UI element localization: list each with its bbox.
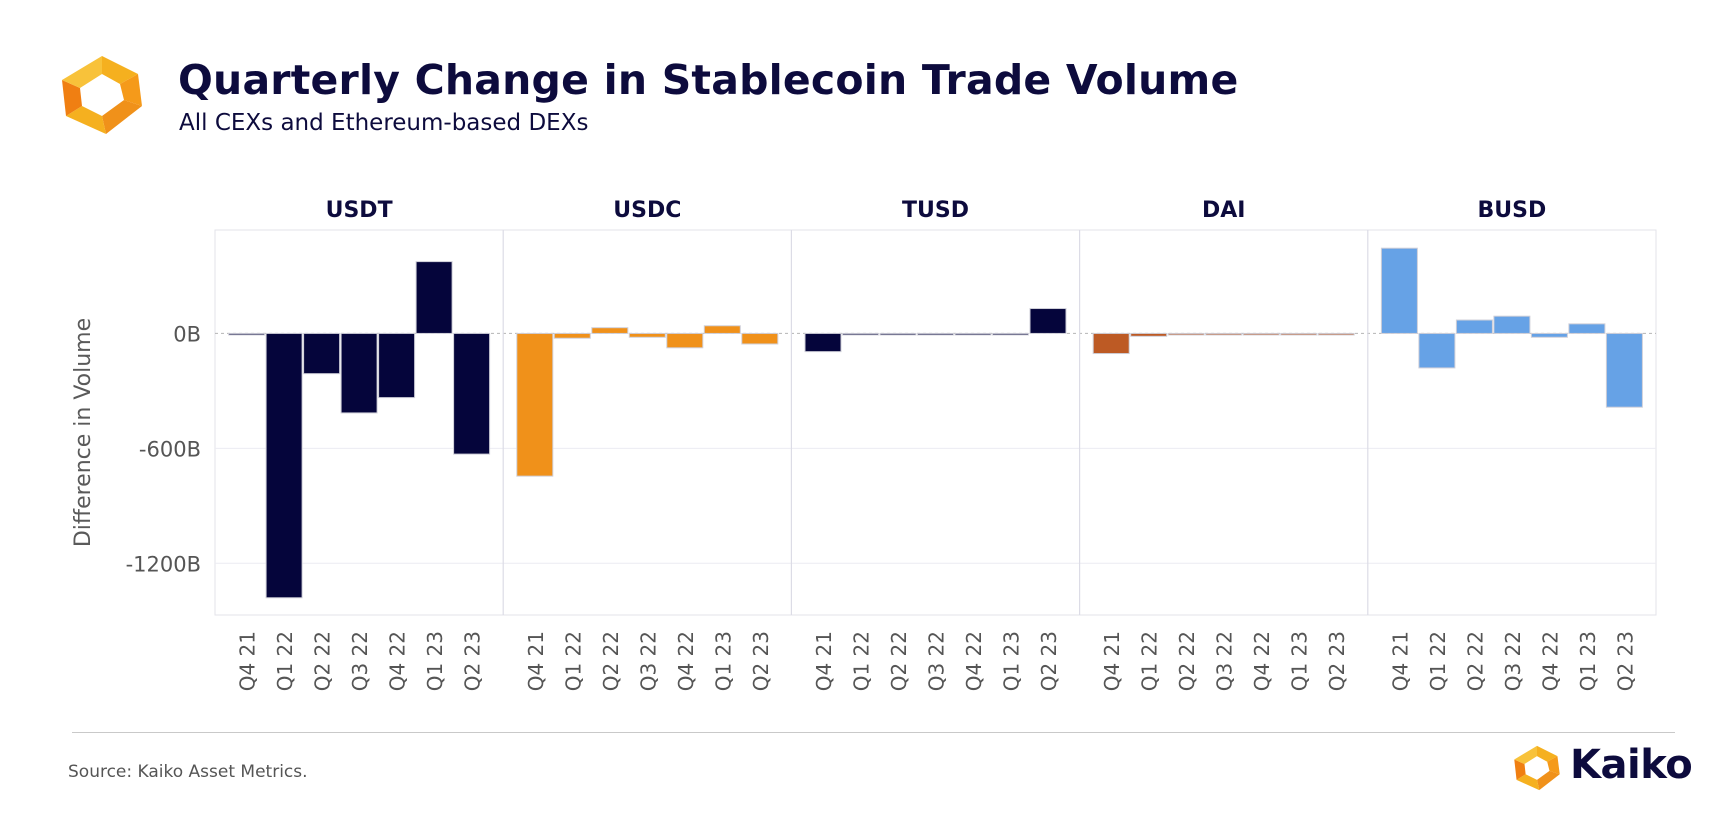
x-tick-label: Q1 23 (1576, 631, 1600, 691)
bar-tusd-q1-22 (842, 332, 879, 336)
panel-title-usdc: USDC (613, 198, 681, 223)
bar-busd-q4-21 (1380, 247, 1418, 334)
kaiko-brand: Kaiko (1510, 742, 1693, 794)
x-tick-label: Q2 22 (1175, 631, 1199, 691)
bar-usdt-q2-22 (303, 332, 341, 375)
x-tick-label: Q4 21 (524, 631, 548, 691)
x-tick-label: Q2 22 (887, 631, 911, 691)
x-tick-label: Q4 21 (812, 631, 836, 691)
x-tick-label: Q4 21 (236, 631, 260, 691)
bar-dai-q2-23 (1317, 332, 1355, 336)
bar-usdt-q4-22 (378, 332, 416, 399)
kaiko-brand-icon (1514, 745, 1560, 791)
x-tick-label: Q2 22 (599, 631, 623, 691)
bar-usdc-q2-22 (591, 327, 629, 334)
bar-tusd-q4-22 (954, 332, 992, 336)
bar-usdc-q1-22 (553, 332, 591, 339)
chart-subtitle: All CEXs and Ethereum-based DEXs (179, 110, 589, 136)
y-tick-label: 0B (173, 322, 201, 346)
x-tick-label: Q3 22 (1213, 631, 1237, 691)
bar-usdt-q1-22 (265, 332, 303, 599)
bar-busd-q2-23 (1605, 332, 1643, 408)
bar-tusd-q2-22 (879, 332, 917, 336)
x-tick-label: Q2 23 (1613, 631, 1637, 691)
y-axis-label: Difference in Volume (71, 318, 96, 547)
y-tick-label: -1200B (126, 552, 201, 576)
bar-usdt-q1-23 (415, 261, 453, 334)
x-tick-label: Q1 23 (711, 631, 735, 691)
bar-usdc-q3-22 (628, 332, 666, 338)
source-note: Source: Kaiko Asset Metrics. (68, 762, 308, 782)
bar-busd-q1-22 (1418, 332, 1456, 369)
x-tick-label: Q4 21 (1388, 631, 1412, 691)
x-tick-label: Q2 23 (749, 631, 773, 691)
bar-usdc-q1-23 (703, 325, 741, 334)
x-tick-label: Q1 22 (1426, 631, 1450, 691)
x-tick-label: Q4 22 (1250, 631, 1274, 691)
bar-tusd-q2-23 (1029, 308, 1067, 334)
panel-title-tusd: TUSD (902, 198, 969, 223)
x-tick-label: Q3 22 (636, 631, 660, 691)
x-tick-label: Q1 22 (850, 631, 874, 691)
bar-usdt-q3-22 (340, 332, 378, 414)
bar-usdc-q4-21 (516, 332, 554, 477)
bar-tusd-q1-23 (992, 332, 1029, 336)
x-tick-label: Q2 23 (461, 631, 485, 691)
x-tick-label: Q1 23 (1000, 631, 1024, 691)
x-tick-label: Q4 21 (1100, 631, 1124, 691)
x-tick-label: Q4 22 (386, 631, 410, 691)
bar-usdc-q2-23 (741, 332, 779, 345)
bar-busd-q3-22 (1493, 315, 1531, 334)
bar-dai-q4-22 (1242, 332, 1280, 336)
x-tick-label: Q1 22 (273, 631, 297, 691)
bar-tusd-q4-21 (804, 332, 842, 353)
x-tick-label: Q2 23 (1325, 631, 1349, 691)
x-tick-label: Q1 23 (1288, 631, 1312, 691)
bar-usdt-q4-21 (228, 332, 266, 336)
bar-busd-q2-22 (1455, 319, 1493, 334)
bar-dai-q1-23 (1280, 332, 1318, 336)
x-tick-label: Q4 22 (962, 631, 986, 691)
bar-dai-q2-22 (1167, 332, 1205, 336)
bar-usdt-q2-23 (453, 332, 491, 455)
x-tick-label: Q2 22 (1463, 631, 1487, 691)
chart-title: Quarterly Change in Stablecoin Trade Vol… (178, 56, 1239, 104)
bar-tusd-q3-22 (917, 332, 954, 336)
x-tick-label: Q2 22 (311, 631, 335, 691)
bar-busd-q1-23 (1568, 323, 1606, 334)
bar-dai-q4-21 (1092, 332, 1130, 355)
x-tick-label: Q1 22 (1138, 631, 1162, 691)
x-tick-label: Q1 22 (561, 631, 585, 691)
bar-usdc-q4-22 (666, 332, 704, 349)
panel-title-dai: DAI (1202, 198, 1245, 223)
panel-title-busd: BUSD (1478, 198, 1547, 223)
x-tick-label: Q1 23 (423, 631, 447, 691)
kaiko-logo-icon (62, 56, 142, 134)
bar-dai-q3-22 (1205, 332, 1243, 336)
x-tick-label: Q4 22 (1538, 631, 1562, 691)
x-tick-label: Q4 22 (674, 631, 698, 691)
x-tick-label: Q3 22 (1501, 631, 1525, 691)
bar-dai-q1-22 (1130, 332, 1168, 337)
y-tick-label: -600B (139, 437, 201, 461)
x-tick-label: Q3 22 (348, 631, 372, 691)
x-tick-label: Q3 22 (925, 631, 949, 691)
faceted-bar-chart: 0B -600B -1200B Difference in Volume USDT Q4 … (71, 198, 1657, 691)
kaiko-brand-label: Kaiko (1570, 742, 1693, 788)
panel-title-usdt: USDT (326, 198, 393, 223)
bar-busd-q4-22 (1530, 332, 1568, 338)
footer-divider (72, 732, 1675, 733)
x-tick-label: Q2 23 (1037, 631, 1061, 691)
